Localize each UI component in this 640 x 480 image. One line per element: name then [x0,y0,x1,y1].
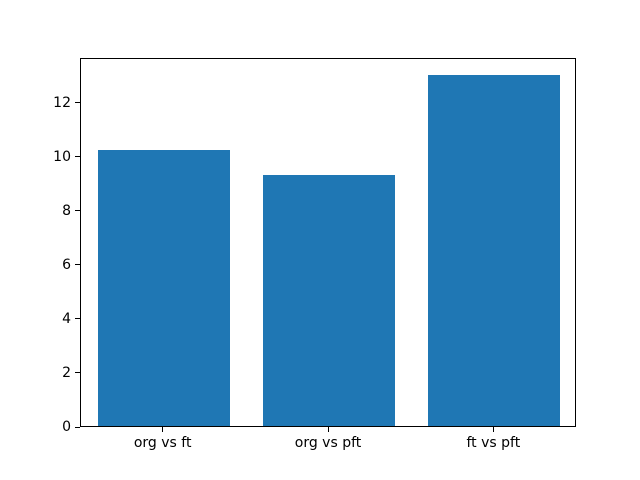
y-tick-label-10: 10 [53,148,71,165]
bar-org-vs-ft [97,150,230,426]
y-tick-mark-6 [75,264,80,266]
bar-org-vs-pft [262,174,396,426]
y-tick-label-6: 6 [62,256,71,273]
x-tick-label-ft-vs-pft: ft vs pft [466,435,521,451]
y-tick-label-2: 2 [62,364,71,381]
x-tick-mark-org-vs-pft [327,427,329,432]
bar-ft-vs-pft [428,74,561,426]
y-tick-mark-12 [75,102,80,104]
x-tick-label-org-vs-ft: org vs ft [133,435,192,451]
y-tick-label-12: 12 [53,94,71,111]
y-tick-mark-8 [75,210,80,212]
y-tick-mark-4 [75,318,80,320]
x-tick-mark-org-vs-ft [162,427,164,432]
y-tick-label-4: 4 [62,310,71,327]
plot-area [80,58,576,427]
x-tick-mark-ft-vs-pft [492,427,494,432]
y-tick-mark-2 [75,372,80,374]
y-tick-label-8: 8 [62,202,71,219]
x-tick-label-org-vs-pft: org vs pft [294,435,362,451]
y-tick-label-0: 0 [62,419,71,435]
y-tick-mark-10 [75,156,80,158]
y-tick-mark-0 [75,426,80,428]
